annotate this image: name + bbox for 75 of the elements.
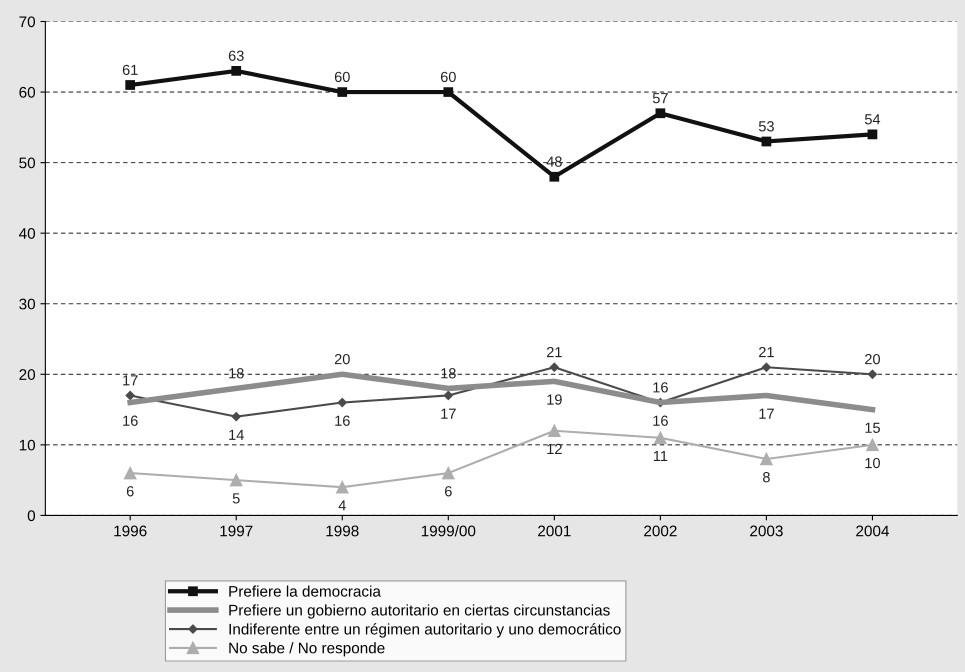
data-label: 63	[228, 50, 244, 61]
legend-label: Prefiere la democracia	[229, 586, 381, 597]
x-tick-label: 1998	[326, 526, 359, 536]
data-label: 15	[865, 422, 880, 433]
data-label: 60	[334, 72, 350, 82]
point	[868, 130, 878, 140]
data-label: 61	[122, 64, 138, 76]
point	[762, 136, 772, 146]
legend-label: Prefiere un gobierno autoritario en ciertas circunstancias	[229, 604, 610, 619]
point	[444, 390, 453, 400]
data-label: 18	[441, 368, 456, 378]
x-tick-label: 1997	[220, 526, 252, 536]
x-tick-label: 2001	[538, 526, 571, 536]
legend-label: No sabe / No responde	[229, 642, 385, 656]
point	[868, 370, 878, 379]
x-tick-label: 1996	[114, 526, 147, 536]
point	[443, 87, 454, 97]
point	[336, 480, 349, 494]
x-tick-label: 2002	[644, 526, 677, 536]
data-label: 17	[759, 408, 774, 419]
point	[549, 172, 560, 182]
y-tick-label: 70	[19, 16, 36, 28]
data-label: 18	[229, 368, 244, 378]
y-tick-label: 40	[18, 228, 36, 239]
y-tick-label: 60	[19, 86, 36, 98]
point	[442, 466, 455, 480]
data-label: 17	[123, 375, 138, 386]
point	[126, 390, 135, 400]
data-label: 10	[865, 458, 880, 468]
point	[230, 474, 242, 486]
data-label: 16	[653, 416, 668, 426]
point	[656, 108, 666, 118]
point	[866, 438, 879, 452]
data-label: 60	[440, 72, 456, 82]
data-label: 16	[123, 416, 138, 426]
data-label: 14	[229, 430, 244, 440]
data-label: 19	[547, 394, 562, 405]
point	[338, 398, 347, 408]
y-tick-label: 10	[20, 440, 36, 451]
x-tick-label: 2004	[856, 526, 889, 536]
data-label: 11	[654, 450, 668, 462]
point	[232, 412, 241, 422]
y-tick-label: 20	[19, 369, 36, 380]
point	[548, 424, 561, 437]
data-label: 54	[864, 114, 880, 124]
point	[124, 466, 136, 480]
legend-label: Indiferente entre un régimen autoritario y uno democrático	[230, 623, 621, 638]
data-label: 5	[232, 493, 240, 504]
data-label: 20	[334, 354, 350, 364]
data-label: 12	[547, 444, 562, 454]
point	[337, 87, 348, 97]
x-tick-label: 1999/00	[422, 525, 476, 536]
data-label: 21	[546, 346, 562, 358]
point	[231, 66, 242, 76]
data-label: 16	[335, 416, 350, 426]
data-label: 8	[762, 472, 770, 482]
data-label: 21	[759, 346, 774, 358]
point	[762, 362, 772, 372]
data-label: 57	[652, 93, 668, 104]
data-label: 20	[865, 354, 880, 364]
point	[654, 432, 667, 444]
point	[760, 452, 773, 466]
point	[125, 80, 136, 90]
data-label: 6	[444, 486, 452, 496]
data-label: 4	[338, 500, 346, 510]
y-tick-label: 0	[28, 510, 36, 522]
data-label: 17	[441, 408, 456, 419]
data-label: 53	[758, 121, 774, 132]
y-tick-label: 50	[19, 157, 36, 168]
data-label: 6	[126, 486, 134, 496]
x-tick-label: 2003	[750, 526, 783, 536]
point	[550, 362, 559, 372]
data-label: 48	[546, 156, 562, 167]
data-label: 16	[653, 382, 668, 393]
y-tick-label: 30	[19, 298, 36, 310]
